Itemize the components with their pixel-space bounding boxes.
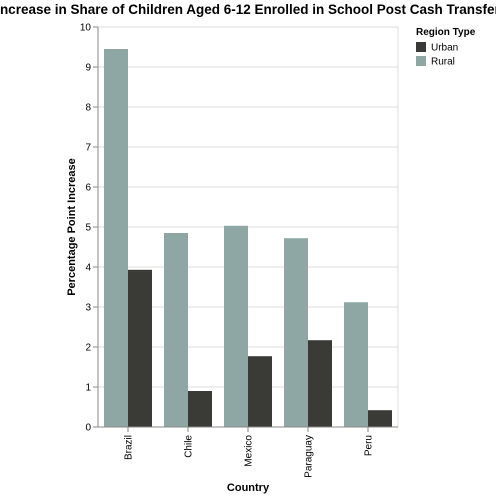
y-axis-title: Percentage Point Increase bbox=[66, 158, 78, 296]
x-tick-label: Chile bbox=[184, 435, 195, 458]
bar-urban-peru bbox=[368, 410, 392, 427]
legend-swatch-urban bbox=[416, 42, 426, 52]
y-tick-label: 8 bbox=[85, 103, 91, 114]
legend-label-urban: Urban bbox=[431, 43, 458, 54]
bar-rural-brazil bbox=[104, 49, 128, 427]
y-axis: 0 1 2 3 4 5 6 7 8 9 10 bbox=[80, 23, 99, 434]
y-tick-label: 7 bbox=[85, 143, 91, 154]
chart-title: Increase in Share of Children Aged 6-12 … bbox=[0, 2, 496, 17]
y-tick-label: 9 bbox=[85, 63, 91, 74]
y-tick-label: 3 bbox=[85, 303, 91, 314]
bar-urban-paraguay bbox=[308, 340, 332, 427]
bar-urban-mexico bbox=[248, 356, 272, 427]
x-tick-label: Peru bbox=[364, 435, 375, 456]
legend-swatch-rural bbox=[416, 56, 426, 66]
x-axis: Brazil Chile Mexico Paraguay Peru bbox=[98, 426, 398, 478]
y-tick-label: 1 bbox=[85, 383, 91, 394]
y-tick-label: 5 bbox=[85, 223, 91, 234]
x-tick-label: Brazil bbox=[124, 435, 135, 460]
y-tick-label: 6 bbox=[85, 183, 91, 194]
bar-urban-chile bbox=[188, 391, 212, 427]
legend: Region Type Urban Rural bbox=[416, 27, 476, 68]
x-tick-label: Mexico bbox=[244, 435, 255, 467]
y-tick-label: 2 bbox=[85, 343, 91, 354]
bar-rural-peru bbox=[344, 302, 368, 427]
bar-rural-chile bbox=[164, 233, 188, 427]
bars bbox=[104, 49, 392, 427]
x-axis-title: Country bbox=[227, 482, 270, 494]
y-tick-label: 10 bbox=[80, 23, 92, 34]
x-tick-label: Paraguay bbox=[304, 435, 315, 478]
y-tick-label: 0 bbox=[85, 423, 91, 434]
bar-rural-mexico bbox=[224, 225, 248, 427]
bar-rural-paraguay bbox=[284, 238, 308, 427]
bar-urban-brazil bbox=[128, 269, 152, 427]
y-tick-label: 4 bbox=[85, 263, 91, 274]
legend-label-rural: Rural bbox=[431, 57, 455, 68]
legend-title: Region Type bbox=[416, 27, 476, 38]
